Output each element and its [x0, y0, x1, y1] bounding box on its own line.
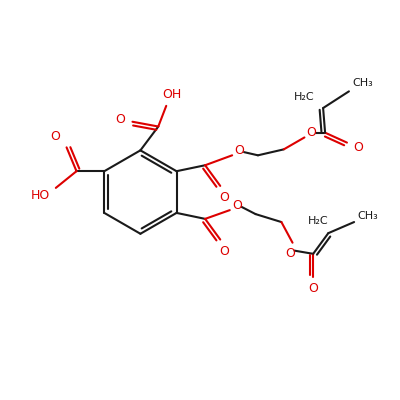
Text: H₂C: H₂C	[294, 92, 314, 102]
Text: O: O	[116, 113, 126, 126]
Text: O: O	[307, 126, 316, 139]
Text: O: O	[50, 130, 60, 143]
Text: CH₃: CH₃	[352, 78, 373, 88]
Text: O: O	[219, 191, 229, 204]
Text: O: O	[308, 282, 318, 295]
Text: O: O	[219, 245, 229, 258]
Text: O: O	[353, 141, 363, 154]
Text: HO: HO	[31, 189, 50, 202]
Text: O: O	[232, 199, 242, 212]
Text: O: O	[286, 247, 296, 260]
Text: O: O	[234, 144, 244, 157]
Text: CH₃: CH₃	[358, 211, 378, 221]
Text: H₂C: H₂C	[308, 216, 329, 226]
Text: OH: OH	[162, 88, 182, 101]
